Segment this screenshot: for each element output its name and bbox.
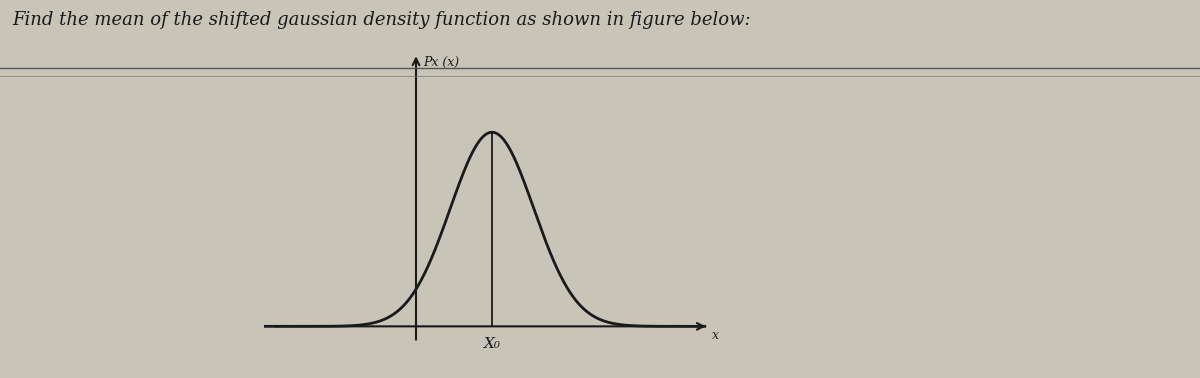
Text: Px (x): Px (x) <box>424 56 460 69</box>
Text: X₀: X₀ <box>484 337 500 351</box>
Text: Find the mean of the shifted gaussian density function as shown in figure below:: Find the mean of the shifted gaussian de… <box>12 11 751 29</box>
Text: x: x <box>713 329 720 342</box>
